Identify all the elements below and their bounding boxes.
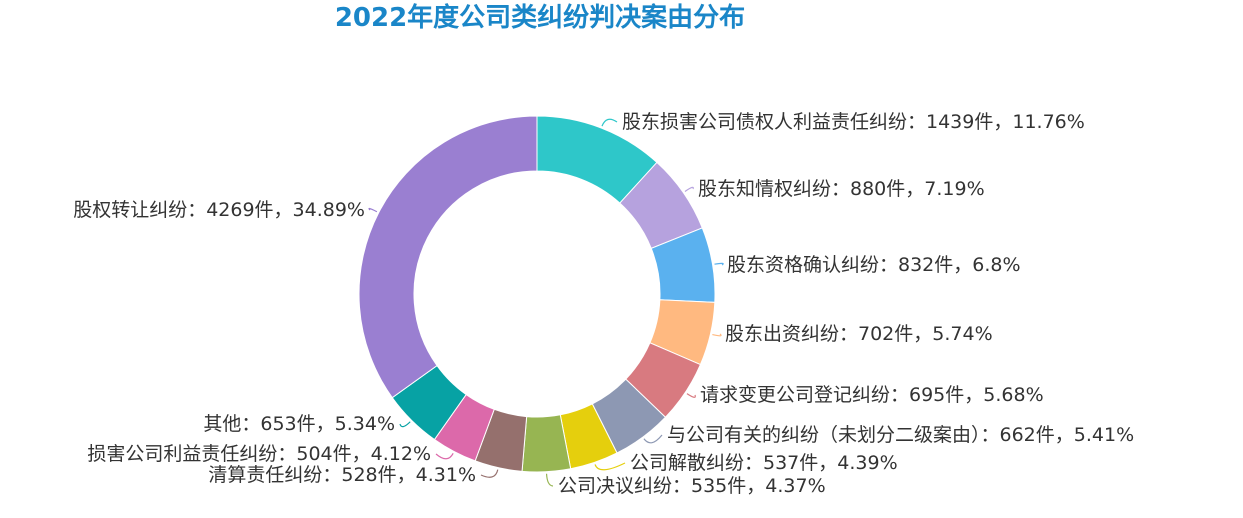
leader-line	[399, 421, 411, 428]
slice-label: 股东知情权纠纷：880件，7.19%	[698, 178, 985, 200]
slice-label: 股东资格确认纠纷：832件，6.8%	[727, 254, 1021, 276]
leader-line	[712, 333, 722, 337]
leader-line	[594, 462, 626, 471]
leader-line	[643, 434, 663, 444]
slice-label: 股东损害公司债权人利益责任纠纷：1439件，11.76%	[622, 111, 1085, 133]
slice-label: 清算责任纠纷：528件，4.31%	[208, 464, 476, 486]
slice-label: 公司解散纠纷：537件，4.39%	[630, 452, 898, 474]
slice-label: 请求变更公司登记纠纷：695件，5.68%	[700, 384, 1044, 406]
slice-label: 股权转让纠纷：4269件，34.89%	[73, 199, 365, 221]
leader-line	[684, 186, 694, 192]
leader-line	[435, 452, 454, 460]
leader-line	[714, 262, 724, 266]
chart-title: 2022年度公司类纠纷判决案由分布	[334, 3, 746, 33]
slice-label: 与公司有关的纠纷（未划分二级案由）：662件，5.41%	[667, 424, 1134, 446]
leader-line	[368, 207, 378, 213]
slice-label: 股东出资纠纷：702件，5.74%	[725, 323, 993, 345]
leader-line	[480, 469, 499, 478]
pie-slice[interactable]	[358, 115, 538, 399]
slice-label: 损害公司利益责任纠纷：504件，4.12%	[87, 443, 431, 465]
slice-label: 公司决议纠纷：535件，4.37%	[558, 475, 826, 497]
leader-line	[601, 118, 618, 127]
slice-label: 其他：653件，5.34%	[203, 413, 395, 435]
leader-line	[686, 393, 696, 398]
leader-line	[545, 473, 554, 487]
